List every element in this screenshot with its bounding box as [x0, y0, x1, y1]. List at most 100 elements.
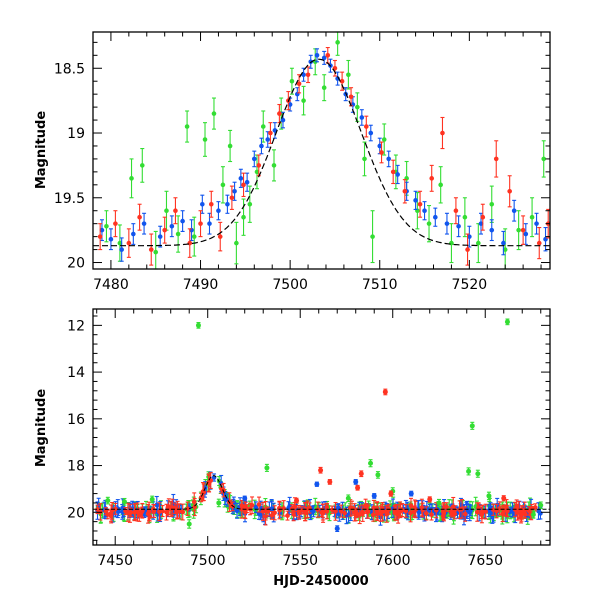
top-data-points	[97, 31, 551, 270]
data-point	[195, 322, 201, 329]
data-point	[388, 490, 394, 497]
data-point	[221, 482, 226, 498]
data-point	[170, 498, 175, 517]
bottom-model-curve	[93, 475, 550, 510]
data-point	[318, 466, 324, 474]
data-point	[332, 59, 338, 77]
data-point	[321, 50, 327, 65]
data-point	[285, 510, 290, 521]
data-point	[311, 505, 316, 518]
data-point	[465, 233, 470, 266]
data-point	[220, 166, 226, 204]
data-point	[113, 210, 118, 238]
data-point	[541, 140, 547, 178]
data-point	[105, 496, 111, 505]
data-point	[371, 493, 377, 499]
data-point	[135, 502, 140, 522]
data-point	[422, 201, 427, 221]
data-point	[184, 110, 190, 143]
data-point	[390, 159, 396, 185]
data-point	[543, 227, 548, 252]
data-point	[291, 507, 296, 522]
data-point	[480, 203, 486, 231]
data-point	[225, 194, 230, 214]
data-point	[277, 103, 282, 124]
data-point	[148, 233, 154, 266]
data-point	[462, 197, 468, 238]
data-point	[234, 221, 239, 265]
data-point	[216, 201, 221, 221]
data-point	[185, 501, 190, 516]
data-point	[191, 492, 197, 512]
x-tick-label: 7490	[183, 277, 219, 293]
data-point	[480, 504, 485, 519]
data-point	[464, 503, 470, 517]
data-point	[242, 495, 248, 501]
data-point	[355, 484, 361, 491]
data-point	[249, 496, 255, 515]
data-point	[198, 210, 203, 238]
y-tick-label: 14	[67, 365, 85, 381]
data-point	[429, 164, 435, 192]
data-point	[164, 190, 169, 231]
data-point	[408, 503, 413, 523]
data-point	[232, 181, 237, 201]
data-point	[259, 137, 264, 155]
data-point	[490, 503, 496, 516]
data-point	[153, 230, 159, 270]
data-point	[339, 71, 345, 91]
data-point	[444, 502, 449, 512]
data-point	[345, 494, 351, 503]
data-point	[294, 497, 300, 504]
data-point	[149, 495, 155, 504]
data-point	[234, 502, 240, 519]
top-model-curve	[93, 58, 550, 247]
data-point	[137, 203, 142, 231]
data-point	[475, 469, 481, 478]
data-point	[296, 506, 302, 520]
data-point	[175, 215, 181, 253]
data-point	[384, 504, 390, 523]
top-plot-frame	[92, 31, 551, 270]
data-point	[247, 185, 253, 223]
y-tick-label: 20	[67, 256, 85, 272]
y-tick-label: 16	[67, 412, 85, 428]
data-point	[147, 511, 153, 522]
data-point	[386, 150, 392, 168]
x-tick-label: 7500	[190, 553, 226, 569]
data-point	[314, 48, 320, 63]
data-point	[395, 164, 400, 185]
data-point	[507, 175, 512, 208]
data-point	[296, 74, 302, 94]
data-point	[456, 215, 461, 238]
data-point	[486, 491, 492, 501]
data-point	[238, 168, 244, 188]
data-point	[256, 496, 262, 513]
data-point	[301, 85, 306, 116]
data-point	[208, 190, 214, 218]
data-point	[241, 198, 246, 236]
data-point	[501, 230, 506, 256]
data-point	[191, 216, 197, 257]
data-point	[227, 129, 233, 163]
data-point	[438, 166, 443, 204]
data-point	[217, 221, 223, 252]
data-point	[113, 502, 118, 515]
data-point	[131, 223, 136, 245]
data-point	[289, 67, 295, 95]
data-point	[529, 197, 535, 238]
data-point	[175, 500, 180, 519]
data-point	[211, 97, 217, 130]
data-point	[408, 490, 414, 497]
data-point	[489, 219, 495, 242]
top-axis-ticks	[92, 32, 550, 269]
data-point	[301, 67, 306, 82]
data-point	[105, 509, 111, 520]
data-point	[362, 141, 367, 177]
data-point	[157, 225, 163, 248]
data-point	[338, 504, 344, 518]
data-point	[427, 496, 433, 503]
data-point	[358, 470, 364, 478]
data-point	[523, 223, 529, 245]
data-point	[398, 503, 403, 519]
